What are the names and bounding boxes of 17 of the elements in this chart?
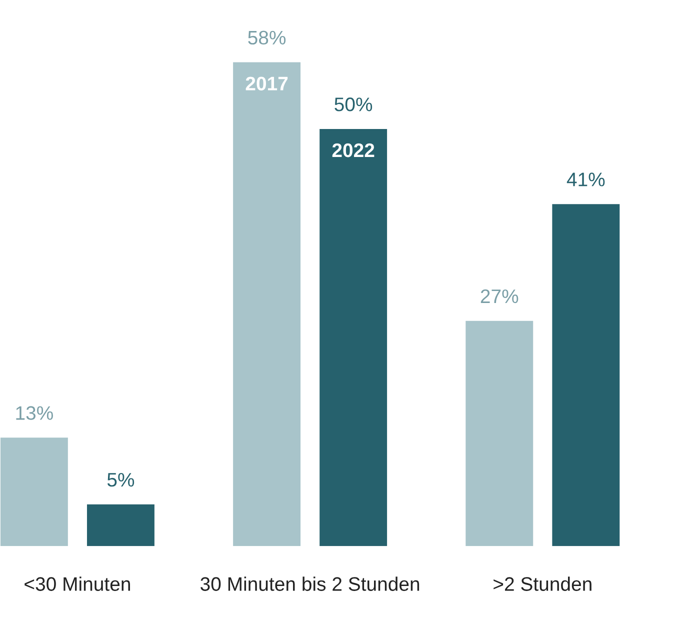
bar bbox=[86, 504, 154, 546]
x-tick-label: >2 Stunden bbox=[494, 576, 592, 591]
x-tick-label: <30 Minuten bbox=[24, 576, 130, 591]
data-label: 41% bbox=[566, 172, 605, 186]
bar bbox=[233, 62, 301, 546]
data-label: 27% bbox=[480, 289, 518, 304]
data-label: 50% bbox=[334, 98, 372, 112]
data-label: 5% bbox=[107, 472, 134, 487]
bar bbox=[320, 129, 388, 546]
bar bbox=[0, 438, 68, 546]
bar bbox=[552, 204, 620, 546]
bar bbox=[466, 320, 534, 546]
series-label: 2022 bbox=[332, 143, 374, 158]
series-label: 2017 bbox=[246, 76, 288, 90]
data-label: 58% bbox=[248, 30, 286, 45]
data-label: 13% bbox=[16, 406, 53, 420]
x-tick-label: 30 Minuten bis 2 Stunden bbox=[200, 576, 420, 591]
